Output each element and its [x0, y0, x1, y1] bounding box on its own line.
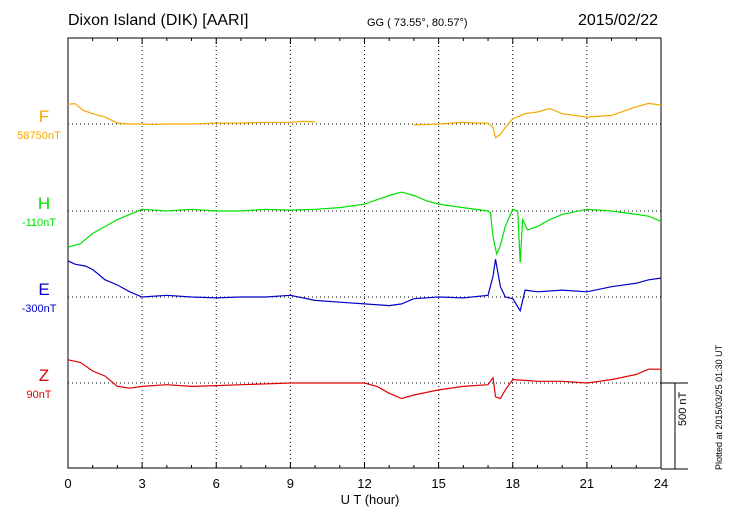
x-axis-label: U T (hour) [340, 492, 400, 507]
x-tick-label: 15 [431, 476, 446, 491]
channel-baseline-H: -110nT [21, 217, 57, 229]
axis-ticks [67, 38, 662, 468]
x-tick-label: 9 [286, 476, 294, 491]
channel-name-H: H [37, 194, 51, 213]
date-label: 2015/02/22 [578, 12, 659, 29]
plotted-timestamp: Plotted at 2015/03/25 01:30 UT [714, 344, 724, 470]
channel-name-E: E [38, 280, 50, 299]
scale-bar [661, 382, 688, 470]
series-line-F [67, 102, 662, 139]
channel-baseline-E: -300nT [21, 303, 57, 315]
grid-lines [68, 38, 661, 468]
x-tick-label: 21 [579, 476, 595, 491]
data-curves [67, 102, 662, 400]
channel-baseline-Z: 90nT [26, 389, 52, 401]
series-line-H [67, 191, 662, 263]
channel-baseline-F: 58750nT [17, 130, 61, 142]
channel-name-F: F [38, 107, 50, 126]
x-tick-label: 0 [64, 476, 72, 491]
channel-name-Z: Z [38, 366, 50, 385]
x-tick-label: 24 [653, 476, 669, 491]
scale-bar-label: 500 nT [677, 391, 689, 426]
x-tick-label: 6 [212, 476, 220, 491]
x-tick-label: 12 [357, 476, 372, 491]
x-tick-label: 3 [138, 476, 146, 491]
station-title: Dixon Island (DIK) [AARI] [68, 12, 249, 29]
series-line-E [67, 259, 662, 313]
x-tick-label: 18 [505, 476, 520, 491]
series-line-Z [67, 359, 661, 400]
station-coordinates: GG ( 73.55°, 80.57°) [367, 17, 468, 29]
